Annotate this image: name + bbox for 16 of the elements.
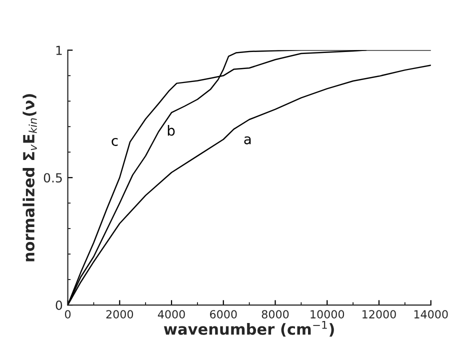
x-tick-label: 2000: [106, 310, 134, 319]
x-tick-label: 12000: [362, 310, 396, 319]
y-axis-title: normalized Σ$_{v}$E$_{kin}$(ν): [22, 94, 37, 262]
x-tick-label: 6000: [210, 310, 237, 319]
x-tick-label: 10000: [310, 310, 344, 319]
x-tick-label: 4000: [158, 310, 185, 319]
y-tick-label: 0.5: [44, 173, 62, 183]
x-tick-label: 0: [64, 310, 71, 319]
y-tick-label: 0: [56, 300, 62, 310]
x-axis-title: wavenumber (cm$^{−1}$): [164, 321, 334, 337]
series-label: b: [168, 125, 175, 136]
x-tick-label: 14000: [414, 310, 448, 319]
series-label: a: [244, 136, 251, 144]
series-label: c: [112, 138, 118, 146]
x-tick-label: 8000: [262, 310, 289, 319]
y-tick-label: 1: [56, 46, 62, 55]
